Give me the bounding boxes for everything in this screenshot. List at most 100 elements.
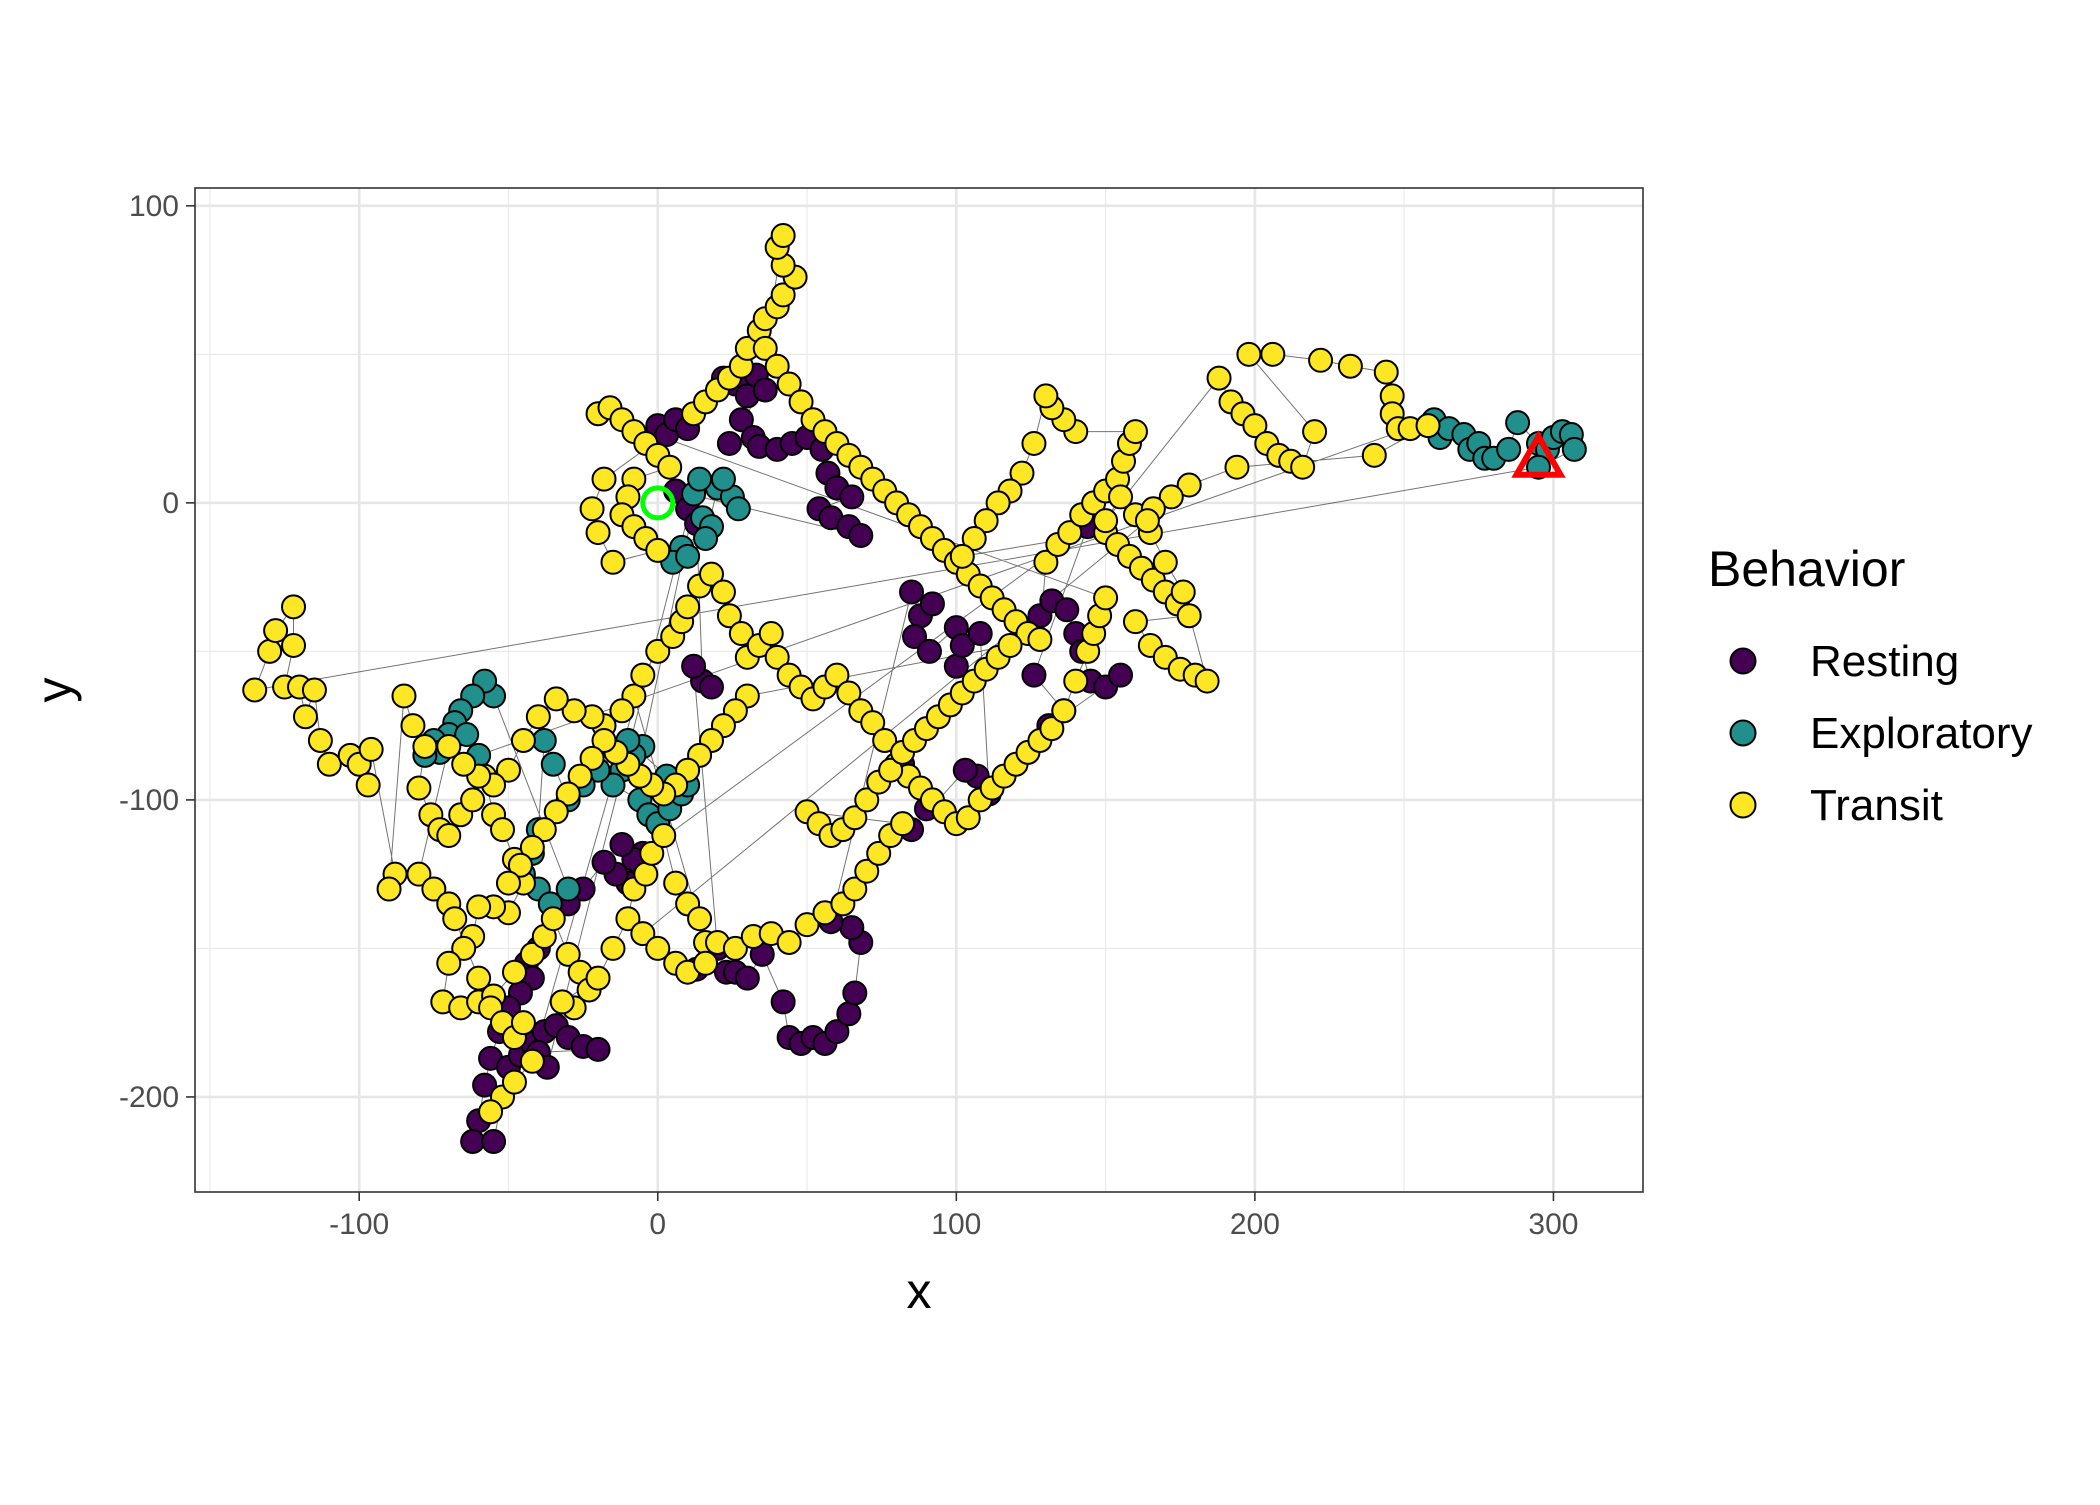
point-transit bbox=[292, 704, 318, 730]
point-transit bbox=[1373, 359, 1399, 385]
point-transit bbox=[764, 353, 790, 379]
x-tick-label: 200 bbox=[1230, 1208, 1280, 1241]
point-transit bbox=[421, 876, 447, 902]
point-exploratory bbox=[531, 727, 557, 753]
point-transit bbox=[549, 989, 575, 1015]
point-transit bbox=[1176, 603, 1202, 629]
panel-background bbox=[195, 188, 1643, 1192]
point-transit bbox=[1033, 549, 1059, 575]
point-transit bbox=[788, 389, 814, 415]
point-transit bbox=[1302, 419, 1328, 445]
point-exploratory bbox=[454, 722, 480, 748]
end-marker bbox=[1511, 430, 1566, 478]
point-transit bbox=[770, 282, 796, 308]
point-transit bbox=[355, 772, 381, 798]
point-transit bbox=[478, 1099, 504, 1125]
point-transit bbox=[307, 727, 333, 753]
point-transit bbox=[510, 1010, 536, 1036]
point-transit bbox=[561, 698, 587, 724]
x-axis-label: x bbox=[907, 1263, 932, 1319]
point-transit bbox=[776, 371, 802, 397]
point-transit bbox=[764, 644, 790, 670]
point-transit bbox=[1176, 472, 1202, 498]
point-transit bbox=[710, 579, 736, 605]
point-transit bbox=[794, 912, 820, 938]
point-transit bbox=[1051, 698, 1077, 724]
point-transit bbox=[1033, 383, 1059, 409]
point-transit bbox=[257, 638, 283, 664]
point-transit bbox=[961, 526, 987, 552]
point-resting bbox=[824, 1019, 850, 1045]
plot-area bbox=[194, 187, 1644, 1193]
start-end-markers bbox=[640, 430, 1566, 521]
point-transit bbox=[436, 733, 462, 759]
point-transit bbox=[263, 618, 289, 644]
point-resting bbox=[716, 430, 742, 456]
point-transit bbox=[451, 935, 477, 961]
point-exploratory bbox=[1496, 436, 1522, 462]
point-exploratory bbox=[675, 543, 701, 569]
point-transit bbox=[579, 745, 605, 771]
point-transit bbox=[591, 727, 617, 753]
point-transit bbox=[495, 757, 521, 783]
panel-border bbox=[194, 187, 1644, 1193]
point-transit bbox=[406, 775, 432, 801]
point-transit bbox=[1093, 508, 1119, 534]
point-transit bbox=[630, 662, 656, 688]
y-axis: -200 -100 0 100 bbox=[119, 190, 195, 1114]
point-transit bbox=[699, 561, 725, 587]
point-exploratory bbox=[710, 466, 736, 492]
point-transit bbox=[555, 781, 581, 807]
point-transit bbox=[890, 811, 916, 837]
y-tick-label: 100 bbox=[129, 190, 179, 223]
point-transit bbox=[842, 805, 868, 831]
point-transit bbox=[1039, 716, 1065, 742]
point-transit bbox=[716, 603, 742, 629]
point-transit bbox=[501, 959, 527, 985]
point-transit bbox=[540, 906, 566, 932]
point-transit bbox=[442, 906, 468, 932]
point-transit bbox=[510, 727, 536, 753]
point-transit bbox=[633, 861, 659, 887]
point-transit bbox=[836, 680, 862, 706]
point-resting bbox=[734, 965, 760, 991]
point-exploratory bbox=[1561, 436, 1587, 462]
point-transit bbox=[973, 508, 999, 534]
point-transit bbox=[543, 686, 569, 712]
x-tick-label: -100 bbox=[329, 1208, 389, 1241]
point-transit bbox=[728, 621, 754, 647]
point-transit bbox=[460, 787, 486, 813]
y-tick-label: -100 bbox=[119, 784, 179, 817]
point-transit bbox=[955, 805, 981, 831]
point-transit bbox=[316, 751, 342, 777]
point-transit bbox=[824, 662, 850, 688]
point-transit bbox=[1170, 579, 1196, 605]
point-transit bbox=[600, 935, 626, 961]
point-resting bbox=[1021, 662, 1047, 688]
point-transit bbox=[1290, 454, 1316, 480]
point-transit bbox=[555, 941, 581, 967]
point-resting bbox=[952, 757, 978, 783]
legend-key-transit bbox=[1729, 791, 1757, 819]
point-resting bbox=[919, 591, 945, 617]
point-resting bbox=[591, 849, 617, 875]
point-resting bbox=[472, 1072, 498, 1098]
point-transit bbox=[866, 840, 892, 866]
point-transit bbox=[242, 677, 268, 703]
point-transit bbox=[770, 223, 796, 249]
point-resting bbox=[842, 980, 868, 1006]
start-marker bbox=[640, 485, 676, 521]
point-resting bbox=[839, 915, 865, 941]
point-transit bbox=[1308, 347, 1334, 373]
point-transit bbox=[436, 823, 462, 849]
point-transit bbox=[1361, 442, 1387, 468]
point-transit bbox=[600, 549, 626, 575]
point-transit bbox=[466, 894, 492, 920]
point-resting bbox=[681, 653, 707, 679]
point-transit bbox=[609, 698, 635, 724]
point-transit bbox=[1260, 341, 1286, 367]
legend-key-resting bbox=[1729, 647, 1757, 675]
point-transit bbox=[997, 632, 1023, 658]
point-resting bbox=[967, 621, 993, 647]
